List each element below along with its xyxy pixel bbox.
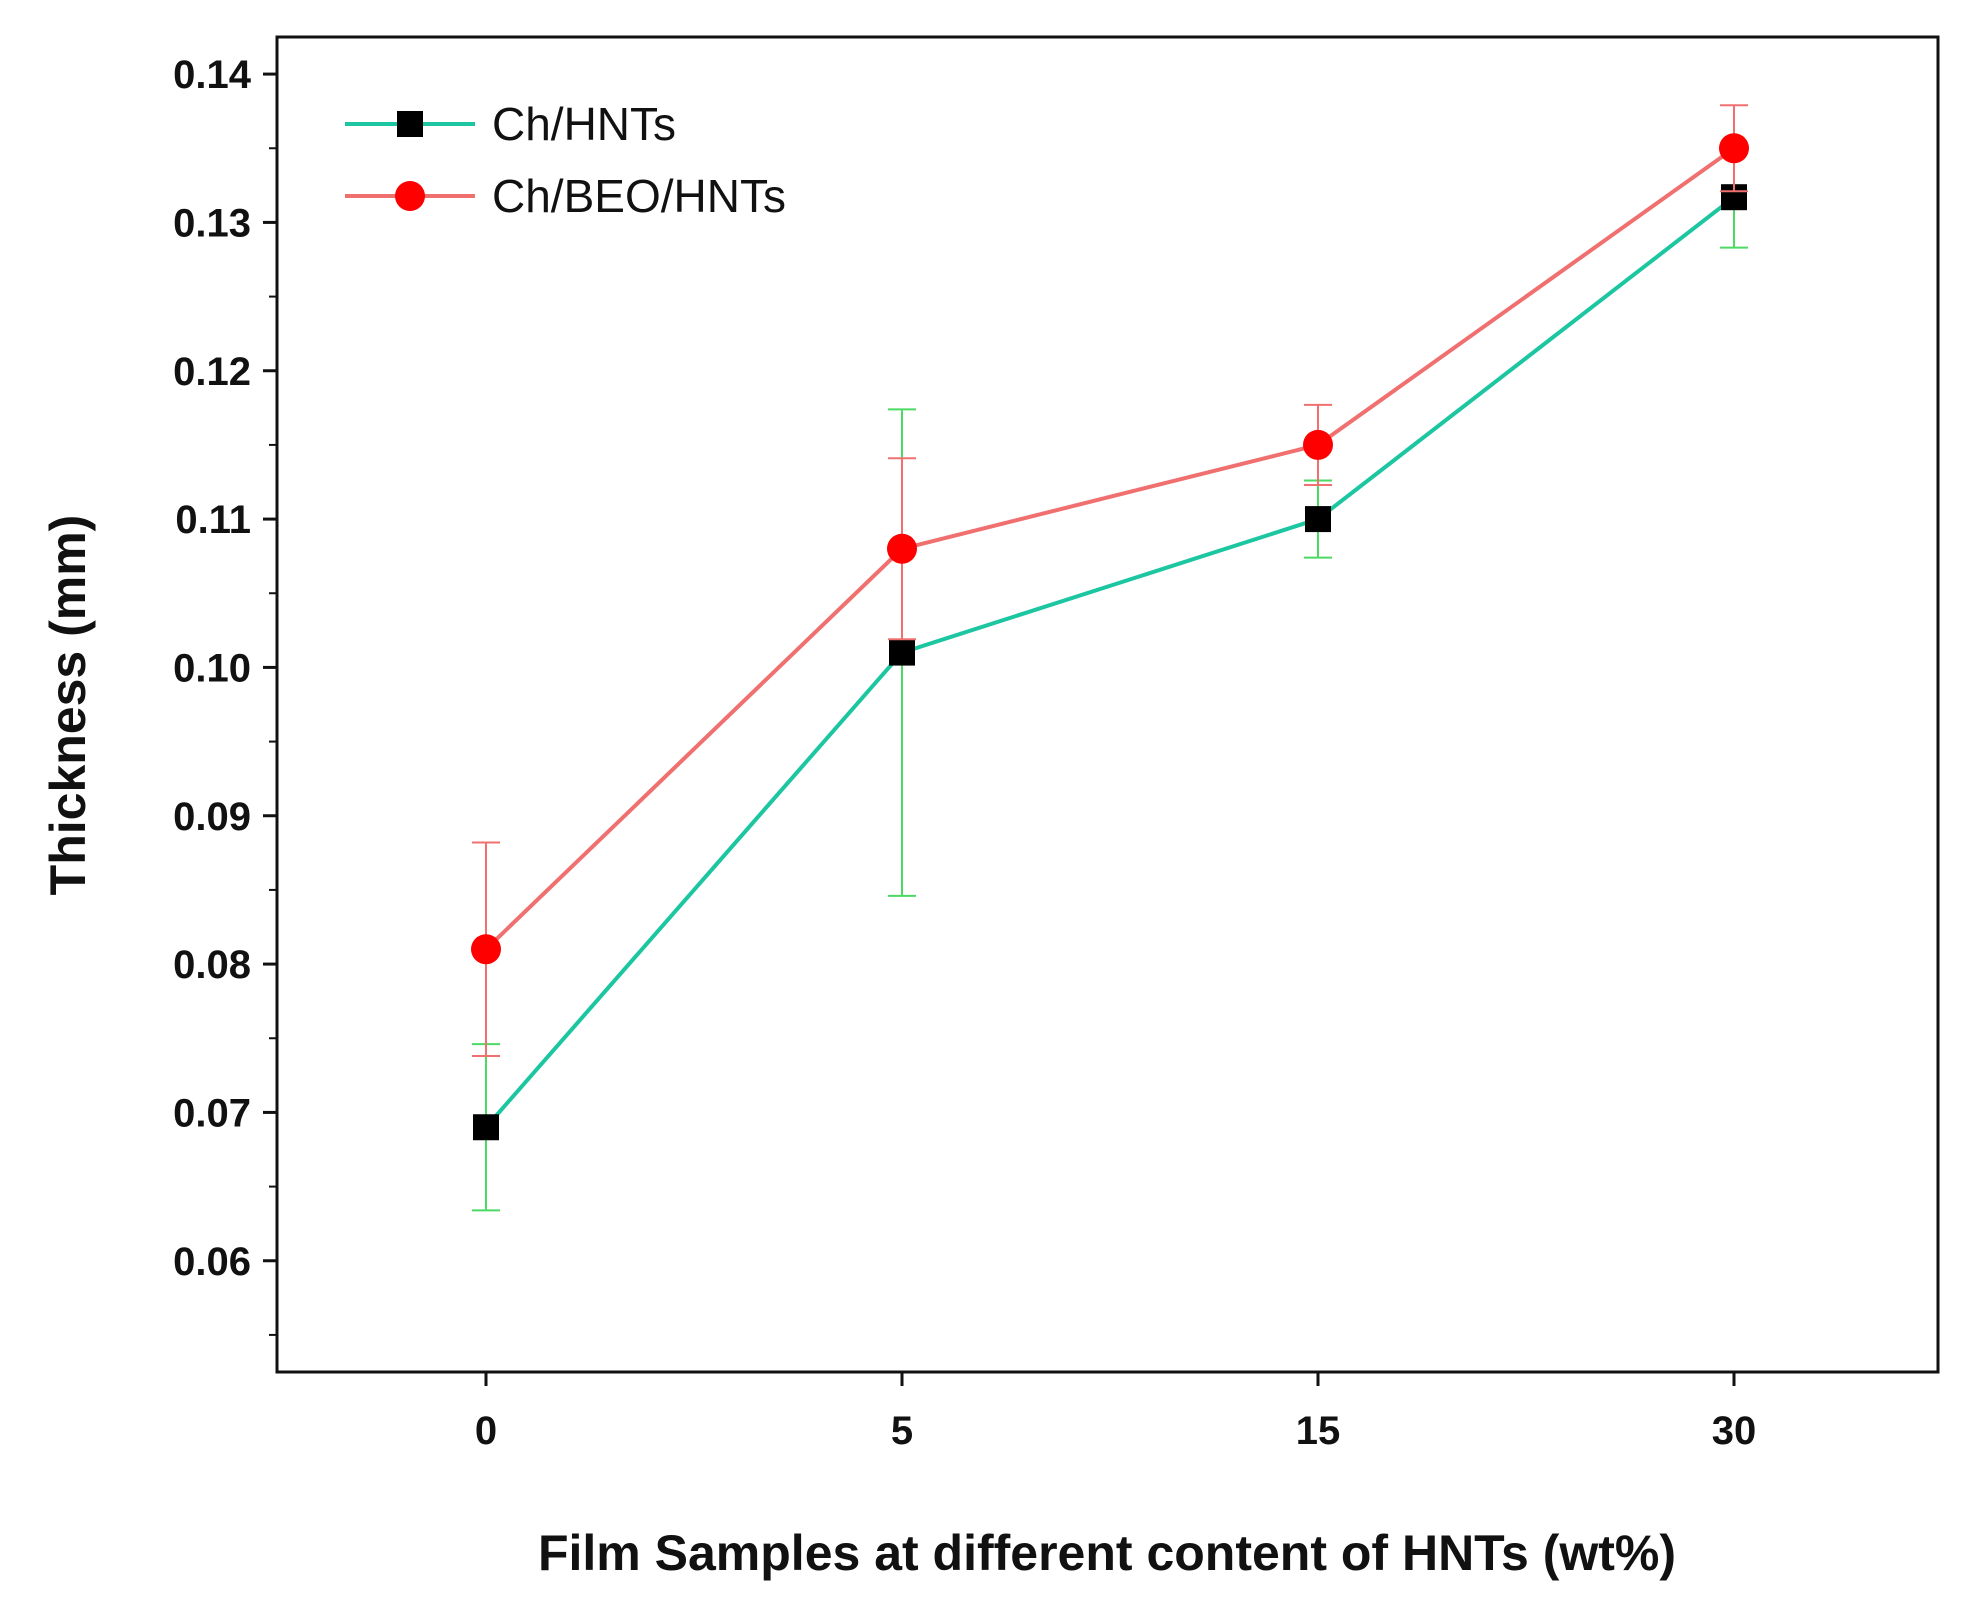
y-tick-label: 0.13 (173, 201, 251, 245)
x-tick-label: 5 (891, 1409, 913, 1453)
y-tick-label: 0.10 (173, 646, 251, 690)
plot-frame (275, 35, 1940, 1374)
series-layer (471, 104, 1749, 1212)
y-tick-label: 0.08 (173, 943, 251, 987)
x-tick-label: 30 (1712, 1409, 1757, 1453)
legend-label: Ch/BEO/HNTs (492, 170, 786, 222)
data-point (1303, 429, 1333, 460)
data-point (887, 533, 917, 564)
y-tick-label: 0.07 (173, 1091, 251, 1135)
legend: Ch/HNTs Ch/BEO/HNTs (345, 98, 786, 222)
x-tick-label: 0 (475, 1409, 497, 1453)
y-tick-label: 0.12 (173, 350, 251, 394)
data-point (1719, 133, 1749, 164)
data-point (1305, 506, 1331, 533)
y-tick-label: 0.09 (173, 795, 251, 839)
legend-label: Ch/HNTs (492, 98, 676, 150)
y-axis-ticks: 0.06 0.07 0.08 0.09 0.10 0.11 0.12 0.13 0.14 (173, 53, 277, 1336)
x-tick-label: 15 (1296, 1409, 1341, 1453)
series-line (484, 146, 1736, 951)
series-ch-beo-hnts (471, 104, 1749, 1058)
legend-marker (397, 111, 423, 137)
data-point (471, 934, 501, 965)
y-tick-label: 0.06 (173, 1240, 251, 1284)
x-axis-ticks: 0 5 15 30 (475, 1372, 1756, 1453)
y-tick-label: 0.14 (173, 53, 252, 97)
legend-marker (395, 181, 425, 211)
x-axis-title: Film Samples at different content of HNT… (538, 1525, 1676, 1581)
series-ch-hnts (472, 145, 1748, 1212)
y-tick-label: 0.11 (175, 498, 251, 542)
series-line (484, 195, 1736, 1129)
data-point (473, 1114, 499, 1141)
y-axis-title: Thickness (mm) (40, 515, 96, 896)
data-point (889, 639, 915, 666)
